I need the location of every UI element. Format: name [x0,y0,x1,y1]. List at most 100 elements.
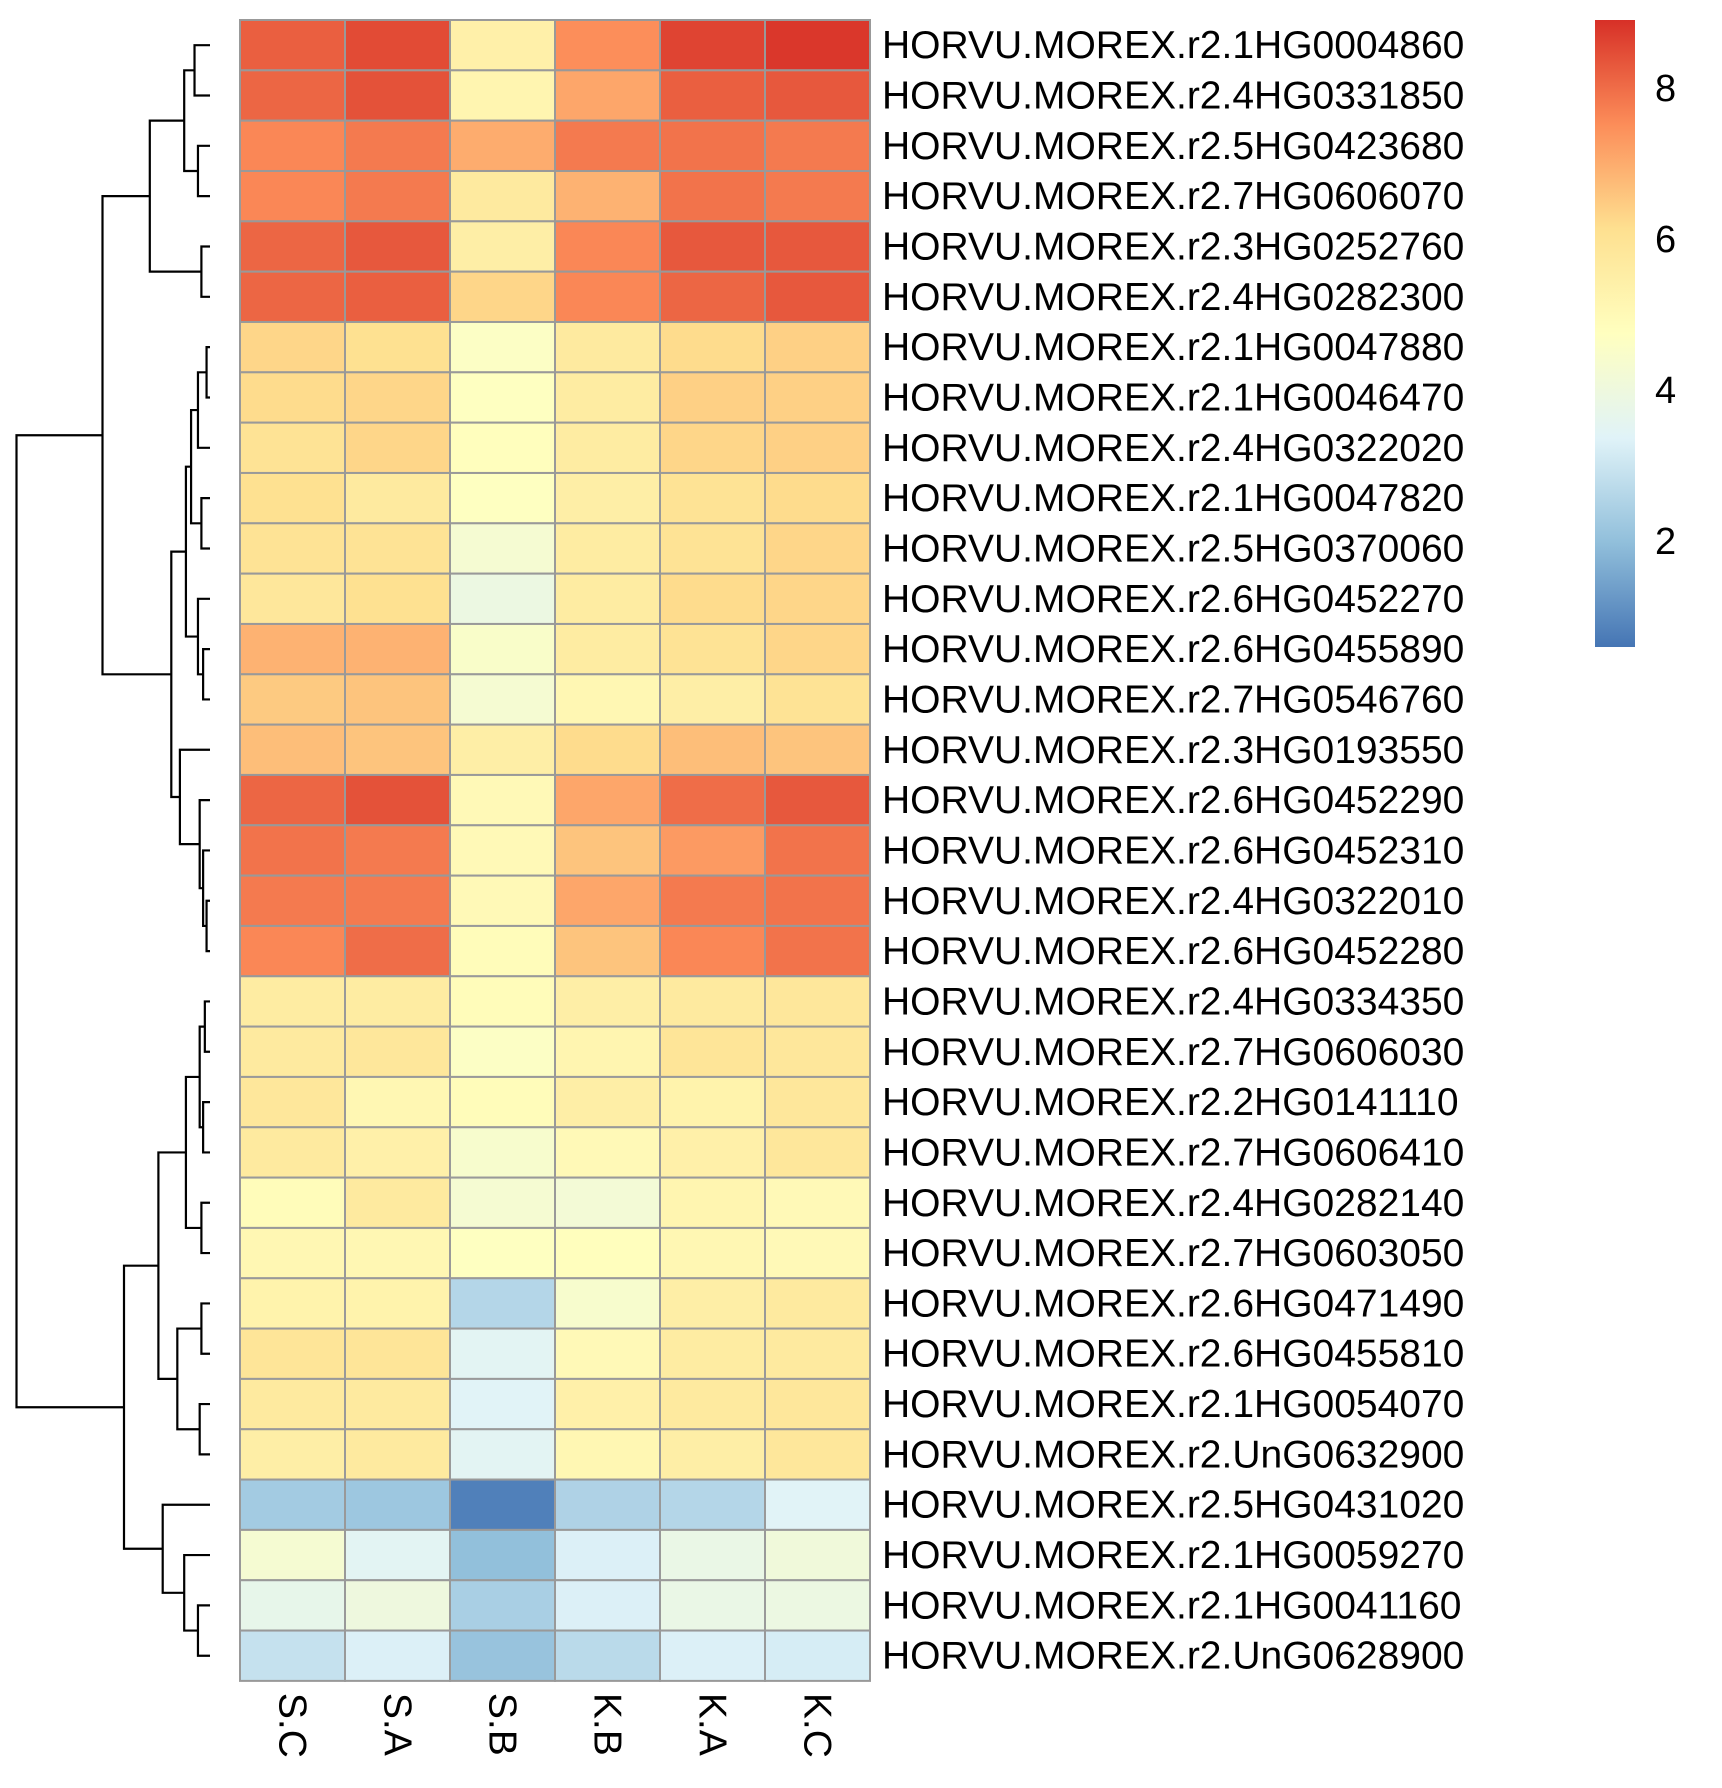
heatmap-cell [659,220,766,273]
heatmap-cell [449,824,556,877]
row-label: HORVU.MOREX.r2.3HG0252760 [882,225,1464,268]
heatmap-cell [554,622,661,676]
heatmap-cell [659,421,766,474]
heatmap-cell [239,371,346,424]
heatmap-cell [449,371,556,424]
dendrogram-branch [203,1000,210,1053]
heatmap-cell [239,270,346,323]
dendrogram-branch [101,195,172,676]
heatmap-cell [659,270,766,323]
heatmap-cell [239,572,346,625]
heatmap-cell [764,824,871,877]
dendrogram-branch [122,1264,163,1550]
dendrogram-branch [200,1302,210,1355]
heatmap-cell [344,220,451,273]
heatmap-cell [554,1579,661,1632]
heatmap-cell [659,1277,766,1330]
heatmap-cell [659,522,766,575]
row-label: HORVU.MOREX.r2.6HG0471490 [882,1282,1464,1325]
row-label: HORVU.MOREX.r2.7HG0546760 [882,678,1464,721]
row-label: HORVU.MOREX.r2.7HG0606410 [882,1131,1464,1174]
heatmap-cell [764,1226,871,1280]
heatmap-cell [344,773,451,827]
heatmap-cell [449,1478,556,1531]
heatmap-cell [344,19,451,72]
row-label: HORVU.MOREX.r2.6HG0455810 [882,1333,1464,1376]
column-label: K.C [796,1693,839,1758]
heatmap-cell [764,522,871,575]
row-label: HORVU.MOREX.r2.7HG0606070 [882,175,1464,218]
heatmap-cell [554,1075,661,1129]
heatmap-cell [659,371,766,424]
legend-tick-label: 6 [1655,219,1676,261]
row-label: HORVU.MOREX.r2.6HG0452280 [882,930,1464,973]
heatmap-cell [554,1428,661,1481]
column-label: K.A [691,1693,734,1756]
heatmap-cell [554,874,661,927]
heatmap-cell [554,673,661,726]
heatmap-cell [659,1478,766,1531]
heatmap-cell [659,673,766,726]
heatmap-cell [554,220,661,273]
heatmap-cell [659,1075,766,1129]
heatmap-cell [239,522,346,575]
heatmap-cell [554,1126,661,1179]
heatmap-cell [239,723,346,776]
heatmap-cell [344,622,451,676]
heatmap-cell [764,975,871,1028]
heatmap-cell [554,924,661,978]
heatmap-cell [554,1025,661,1078]
heatmap-cell [344,1428,451,1481]
row-label: HORVU.MOREX.r2.UnG0632900 [882,1433,1464,1476]
heatmap-cell [239,1579,346,1632]
heatmap-cell [554,1327,661,1380]
dendrogram-branch [202,648,210,701]
dendrogram-branch [189,408,202,525]
heatmap-cell [344,1528,451,1582]
heatmap-cell [239,874,346,927]
row-label: HORVU.MOREX.r2.1HG0059270 [882,1534,1464,1577]
heatmap-cell [239,1176,346,1229]
column-labels: S.C S.A S.B K.B K.A K.C [271,1693,839,1758]
heatmap-cell [344,673,451,726]
heatmap-cell [764,1126,871,1179]
heatmap-cell [449,471,556,525]
heatmap-cell [239,421,346,474]
column-label: K.B [586,1693,629,1756]
heatmap-cell [449,1277,556,1330]
column-label: S.C [271,1693,314,1758]
heatmap-cell [449,1428,556,1481]
heatmap-cell [344,522,451,575]
dendrogram-branch [178,748,210,846]
row-label: HORVU.MOREX.r2.1HG0047820 [882,477,1464,520]
heatmap-cell [554,19,661,72]
heatmap-cell [449,1377,556,1431]
heatmap-cell [659,723,766,776]
heatmap-cell [554,1277,661,1330]
legend-tick-label: 8 [1655,68,1676,110]
heatmap-cell [449,169,556,223]
heatmap-cell [239,471,346,525]
heatmap-cell [659,1528,766,1582]
heatmap-cell [239,1528,346,1582]
row-label: HORVU.MOREX.r2.6HG0452290 [882,779,1464,822]
heatmap-cell [239,773,346,827]
heatmap-cell [239,1075,346,1129]
heatmap-cell [344,169,451,223]
heatmap-cell [239,119,346,172]
dendrogram-branch [196,371,210,449]
heatmap-cell [659,975,766,1028]
heatmap-cell [344,471,451,525]
heatmap-cell [764,1176,871,1229]
row-labels: HORVU.MOREX.r2.1HG0004860 HORVU.MOREX.r2.… [882,24,1464,1678]
heatmap-cell [344,824,451,877]
heatmap-cell [764,1478,871,1531]
row-label: HORVU.MOREX.r2.5HG0431020 [882,1484,1464,1527]
heatmap-cell [449,1579,556,1632]
legend-tick-label: 4 [1655,370,1676,412]
row-label: HORVU.MOREX.r2.6HG0455890 [882,628,1464,671]
row-label: HORVU.MOREX.r2.1HG0047880 [882,326,1464,369]
heatmap-cell [239,1629,346,1682]
heatmap-cell [764,1579,871,1632]
heatmap-cell [659,773,766,827]
